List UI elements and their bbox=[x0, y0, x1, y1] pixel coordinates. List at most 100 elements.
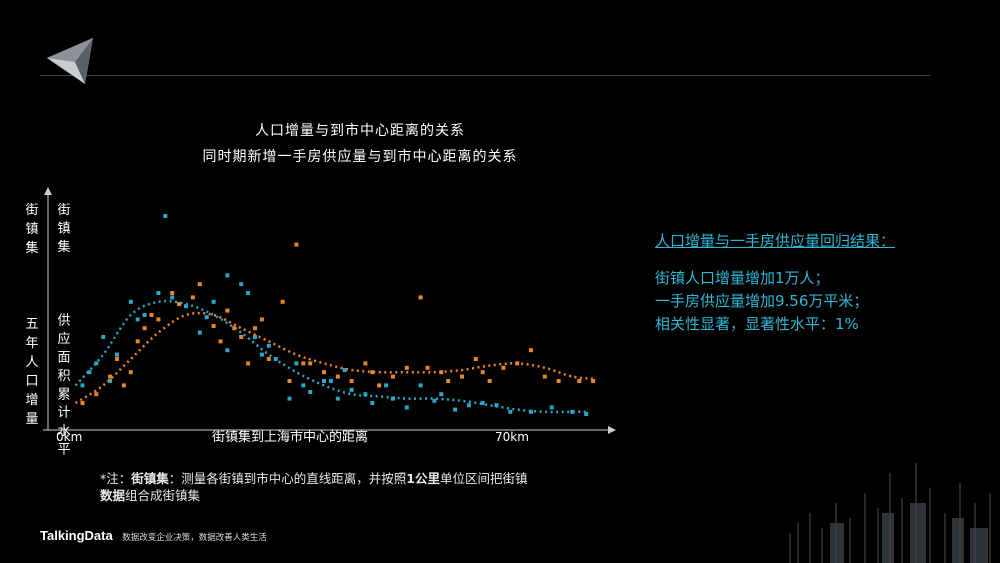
orange-data-point bbox=[542, 374, 547, 379]
blue-trend-line bbox=[74, 299, 587, 414]
regression-result: 人口增量与一手房供应量回归结果： 街镇人口增量增加1万人； 一手房供应量增加9.… bbox=[655, 230, 895, 336]
orange-data-point bbox=[246, 361, 251, 366]
blue-data-point bbox=[135, 317, 140, 322]
footer: TalkingData 数据改变企业决策，数据改善人类生活 bbox=[40, 528, 267, 543]
orange-data-point bbox=[128, 370, 133, 375]
orange-data-point bbox=[404, 365, 409, 370]
orange-data-point bbox=[487, 379, 492, 383]
y-axis-label-left-char: 年 bbox=[25, 336, 38, 351]
y-axis-label-right-char: 累 bbox=[57, 387, 70, 402]
blue-data-point bbox=[335, 396, 340, 401]
orange-data-point bbox=[239, 335, 244, 339]
orange-data-point bbox=[529, 348, 533, 353]
note-term: 街镇集 bbox=[131, 471, 169, 486]
orange-data-point bbox=[94, 392, 99, 397]
orange-data-point bbox=[391, 374, 395, 379]
y-axis-label-left-char: 量 bbox=[25, 412, 38, 427]
orange-data-point bbox=[253, 326, 257, 331]
blue-data-point bbox=[108, 379, 113, 383]
orange-data-point bbox=[501, 365, 506, 370]
y-axis-label-left-char: 人 bbox=[25, 355, 38, 370]
y-axis-label-right-char: 供 bbox=[57, 314, 70, 329]
orange-data-point bbox=[149, 313, 154, 317]
blue-data-point bbox=[453, 407, 458, 412]
blue-data-point bbox=[391, 396, 395, 401]
blue-data-point bbox=[363, 392, 368, 397]
blue-data-point bbox=[225, 273, 230, 278]
blue-data-point bbox=[197, 330, 202, 335]
blue-data-point bbox=[432, 398, 437, 403]
blue-data-point bbox=[163, 214, 168, 218]
blue-data-point bbox=[266, 343, 271, 348]
orange-data-point bbox=[211, 324, 216, 328]
orange-data-point bbox=[446, 379, 451, 383]
blue-data-point bbox=[253, 335, 257, 339]
orange-data-point bbox=[294, 242, 299, 247]
orange-data-point bbox=[135, 339, 140, 344]
orange-data-point bbox=[121, 383, 126, 388]
orange-data-point bbox=[480, 370, 485, 375]
blue-data-point bbox=[384, 383, 389, 388]
chart-title: 人口增量与到市中心距离的关系 bbox=[255, 123, 465, 139]
y-axis-label-right-char: 积 bbox=[57, 369, 70, 384]
blue-data-point bbox=[322, 379, 326, 383]
orange-data-point bbox=[418, 295, 423, 300]
blue-data-point bbox=[101, 335, 106, 339]
logo-icon bbox=[47, 38, 93, 84]
note-text3: 组合成街镇集 bbox=[125, 488, 201, 503]
orange-data-point bbox=[80, 401, 85, 405]
orange-data-point bbox=[370, 370, 375, 375]
orange-data-point bbox=[322, 370, 326, 375]
blue-data-point bbox=[184, 304, 188, 309]
orange-data-point bbox=[349, 379, 354, 383]
x-axis-label: 街镇集到上海市中心的距离 bbox=[212, 429, 368, 445]
blue-data-point bbox=[439, 392, 444, 397]
blue-data-point bbox=[570, 409, 575, 414]
blue-data-point bbox=[128, 299, 133, 304]
y-axis-label-left-char: 增 bbox=[25, 393, 38, 408]
blue-data-point bbox=[170, 295, 175, 300]
blue-data-point bbox=[418, 383, 423, 388]
x-tick-label-end: 70km bbox=[495, 430, 529, 444]
x-tick-label-start: 0km bbox=[56, 430, 82, 444]
note-word: 数据 bbox=[100, 488, 126, 503]
blue-data-point bbox=[370, 401, 375, 405]
blue-data-point bbox=[115, 352, 119, 357]
y-axis-label-right-char: 平 bbox=[57, 443, 70, 458]
blue-data-point bbox=[301, 383, 306, 388]
orange-data-point bbox=[177, 302, 182, 306]
blue-data-point bbox=[584, 412, 589, 416]
orange-data-point bbox=[115, 357, 119, 361]
blue-data-point bbox=[404, 405, 409, 410]
y-axis-label-left-char: 五 bbox=[25, 317, 38, 332]
note-prefix: *注： bbox=[100, 471, 132, 486]
city-skyline-decoration bbox=[789, 463, 991, 563]
orange-data-point bbox=[425, 365, 430, 370]
orange-data-point bbox=[259, 317, 264, 322]
blue-data-point bbox=[142, 313, 147, 317]
brand-logo: TalkingData bbox=[40, 528, 113, 543]
blue-data-point bbox=[94, 361, 99, 366]
orange-data-point bbox=[363, 361, 368, 366]
orange-data-point bbox=[439, 370, 444, 375]
y-axis-label-right-char: 镇 bbox=[57, 221, 70, 236]
top-divider bbox=[40, 75, 930, 76]
blue-data-point bbox=[508, 409, 513, 414]
y-axis-label-left-char: 口 bbox=[25, 374, 38, 389]
result-line-3: 相关性显著，显著性水平：1% bbox=[655, 315, 859, 333]
y-axis-label-right-char: 应 bbox=[57, 331, 70, 347]
orange-data-point bbox=[108, 374, 113, 379]
blue-data-point bbox=[342, 368, 347, 372]
result-line-1: 街镇人口增量增加1万人； bbox=[655, 269, 830, 287]
orange-data-point bbox=[515, 361, 520, 366]
y-axis-label-right-char: 面 bbox=[57, 350, 70, 365]
y-axis-label-left-char: 镇 bbox=[25, 222, 38, 237]
brand-slogan: 数据改变企业决策，数据改善人类生活 bbox=[122, 533, 267, 543]
blue-data-point bbox=[273, 357, 278, 361]
orange-data-point bbox=[473, 357, 478, 361]
orange-data-point bbox=[156, 317, 161, 322]
blue-data-point bbox=[308, 390, 313, 394]
orange-data-point bbox=[266, 357, 271, 361]
blue-data-point bbox=[246, 291, 251, 295]
